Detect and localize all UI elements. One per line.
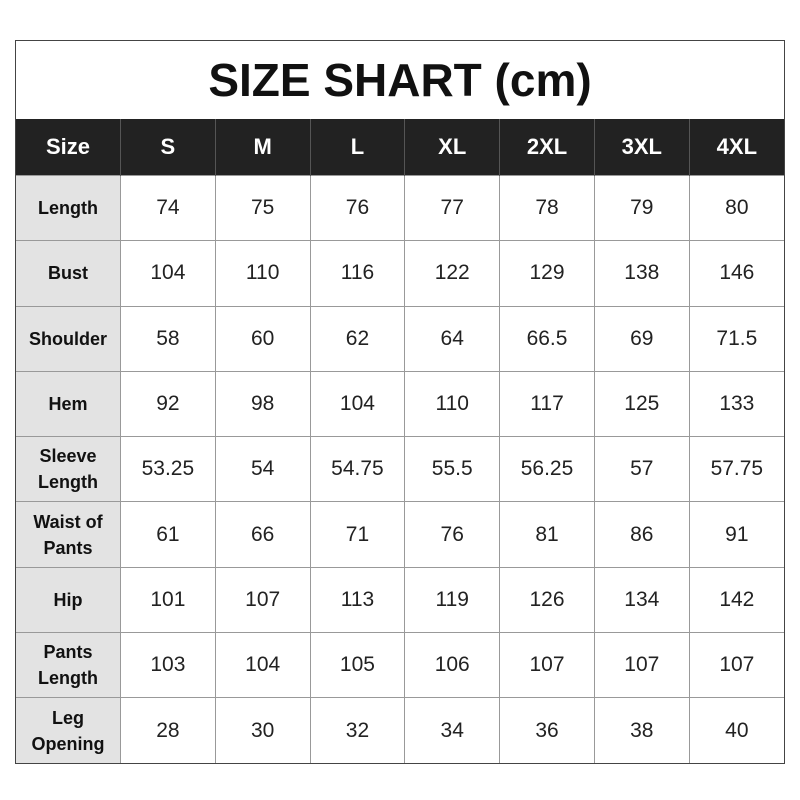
table-cell: 104 [309,370,406,438]
header-size-4xl: 4XL [688,119,784,176]
header-size-l: L [309,119,405,176]
row-label: Pants Length [16,632,121,699]
table-cell: 66 [214,501,311,568]
row-label: Leg Opening [16,697,121,763]
table-cell: 71 [309,501,406,568]
table-cell: 36 [499,697,595,763]
size-chart: SIZE SHART (cm) Size S M L XL 2XL 3XL 4XL Lengt… [15,40,785,764]
table-row: Length 74 75 76 77 78 79 80 [16,174,784,242]
table-cell: 76 [404,501,501,568]
table-cell: 104 [120,240,216,307]
header-size-3xl: 3XL [593,119,690,176]
table-cell: 138 [593,240,690,307]
table-cell: 61 [120,501,216,568]
table-cell: 32 [309,697,406,763]
table-cell: 77 [404,174,501,242]
table-cell: 54 [214,436,311,503]
table-cell: 110 [214,240,311,307]
table-cell: 66.5 [499,305,595,372]
table-row: Hem 92 98 104 110 117 125 133 [16,370,784,438]
table-row: Pants Length 103 104 105 106 107 107 107 [16,632,784,699]
table-cell: 104 [214,632,311,699]
table-cell: 71.5 [688,305,784,372]
table-cell: 142 [688,566,784,634]
table-cell: 110 [404,370,501,438]
table-cell: 60 [214,305,311,372]
table-cell: 146 [688,240,784,307]
table-cell: 105 [309,632,406,699]
header-row: Size S M L XL 2XL 3XL 4XL [16,119,784,176]
table-cell: 40 [688,697,784,763]
table-row: Shoulder 58 60 62 64 66.5 69 71.5 [16,305,784,372]
table-cell: 129 [499,240,595,307]
table-cell: 107 [688,632,784,699]
table-row: Sleeve Length 53.25 54 54.75 55.5 56.25 57 57.75 [16,436,784,503]
table-cell: 117 [499,370,595,438]
size-table: Size S M L XL 2XL 3XL 4XL Length 74 75 76 77 78 79 80 B… [16,119,784,763]
table-cell: 107 [214,566,311,634]
table-cell: 76 [309,174,406,242]
row-label: Sleeve Length [16,436,121,503]
row-label: Hip [16,566,121,634]
table-cell: 91 [688,501,784,568]
table-cell: 113 [309,566,406,634]
table-cell: 55.5 [404,436,501,503]
table-cell: 107 [499,632,595,699]
table-cell: 92 [120,370,216,438]
table-cell: 78 [499,174,595,242]
header-size-s: S [120,119,216,176]
table-cell: 86 [593,501,690,568]
table-row: Waist of Pants 61 66 71 76 81 86 91 [16,501,784,568]
row-label: Waist of Pants [16,501,121,568]
table-cell: 134 [593,566,690,634]
table-row: Bust 104 110 116 122 129 138 146 [16,240,784,307]
header-size: Size [16,119,121,176]
table-cell: 74 [120,174,216,242]
table-cell: 30 [214,697,311,763]
table-cell: 101 [120,566,216,634]
row-label: Length [16,174,121,242]
table-row: Leg Opening 28 30 32 34 36 38 40 [16,697,784,763]
chart-title: SIZE SHART (cm) [208,54,592,106]
table-cell: 106 [404,632,501,699]
table-cell: 57 [593,436,690,503]
table-cell: 79 [593,174,690,242]
table-cell: 107 [593,632,690,699]
table-cell: 28 [120,697,216,763]
table-cell: 119 [404,566,501,634]
table-cell: 81 [499,501,595,568]
table-cell: 122 [404,240,501,307]
table-cell: 64 [404,305,501,372]
header-size-2xl: 2XL [499,119,595,176]
table-cell: 53.25 [120,436,216,503]
row-label: Bust [16,240,121,307]
header-size-m: M [214,119,311,176]
table-cell: 125 [593,370,690,438]
table-cell: 56.25 [499,436,595,503]
table-cell: 133 [688,370,784,438]
table-cell: 58 [120,305,216,372]
table-cell: 62 [309,305,406,372]
table-row: Hip 101 107 113 119 126 134 142 [16,566,784,634]
table-cell: 116 [309,240,406,307]
table-cell: 103 [120,632,216,699]
header-size-xl: XL [404,119,500,176]
table-cell: 34 [404,697,501,763]
table-cell: 80 [688,174,784,242]
table-cell: 126 [499,566,595,634]
table-cell: 57.75 [688,436,784,503]
row-label: Shoulder [16,305,121,372]
table-cell: 98 [214,370,311,438]
row-label: Hem [16,370,121,438]
table-cell: 69 [593,305,690,372]
table-cell: 54.75 [309,436,406,503]
table-cell: 38 [593,697,690,763]
table-cell: 75 [214,174,311,242]
